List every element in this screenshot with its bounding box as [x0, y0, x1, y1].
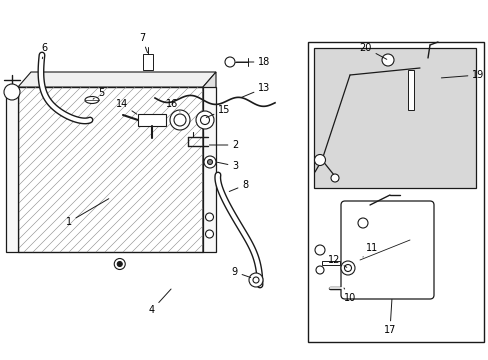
Circle shape	[205, 230, 213, 238]
Bar	[203, 87, 216, 252]
Circle shape	[248, 273, 263, 287]
Ellipse shape	[85, 96, 99, 104]
Text: 18: 18	[236, 57, 270, 67]
Bar	[321, 261, 339, 265]
Text: 4: 4	[149, 289, 171, 315]
Text: 6: 6	[42, 43, 48, 59]
Bar	[142, 54, 153, 70]
Circle shape	[196, 111, 214, 129]
FancyBboxPatch shape	[340, 201, 433, 299]
Circle shape	[344, 265, 351, 271]
Text: 12: 12	[327, 255, 346, 267]
Text: 15: 15	[206, 105, 230, 117]
Circle shape	[114, 258, 125, 270]
Circle shape	[205, 213, 213, 221]
Text: 9: 9	[231, 267, 250, 278]
Bar	[407, 70, 413, 110]
Text: 5: 5	[93, 88, 104, 99]
Circle shape	[357, 218, 367, 228]
Polygon shape	[203, 72, 216, 252]
Circle shape	[340, 261, 354, 275]
Text: 3: 3	[217, 161, 238, 171]
Circle shape	[314, 245, 325, 255]
Bar	[307, 42, 483, 342]
Text: 20: 20	[359, 43, 386, 59]
Circle shape	[207, 159, 212, 165]
Circle shape	[252, 277, 259, 283]
Circle shape	[200, 116, 209, 125]
Circle shape	[314, 154, 325, 166]
Circle shape	[203, 156, 216, 168]
Bar	[6, 87, 18, 252]
Text: 19: 19	[441, 70, 483, 80]
Circle shape	[117, 261, 122, 266]
Text: 17: 17	[383, 300, 395, 335]
Text: 7: 7	[139, 33, 147, 53]
Circle shape	[174, 114, 185, 126]
Circle shape	[224, 57, 235, 67]
Circle shape	[4, 84, 20, 100]
Bar	[138, 114, 165, 126]
Text: 14: 14	[116, 99, 137, 114]
Bar	[18, 87, 203, 252]
Text: 10: 10	[343, 288, 355, 303]
Text: 2: 2	[209, 140, 238, 150]
Text: 16: 16	[165, 99, 180, 112]
Circle shape	[315, 266, 324, 274]
Polygon shape	[18, 72, 216, 87]
Circle shape	[170, 110, 190, 130]
Circle shape	[330, 174, 338, 182]
Text: 8: 8	[229, 180, 247, 192]
Circle shape	[381, 54, 393, 66]
Text: 11: 11	[362, 243, 377, 257]
Text: 1: 1	[66, 199, 108, 227]
Bar	[313, 48, 475, 188]
Text: 13: 13	[241, 83, 270, 98]
